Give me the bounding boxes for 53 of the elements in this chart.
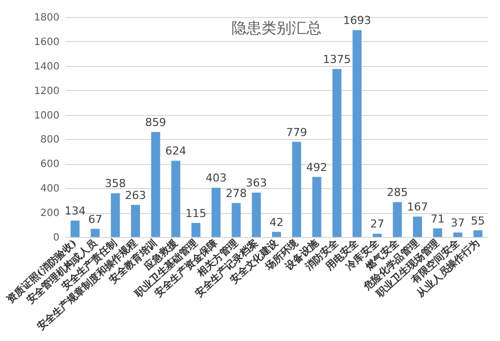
data-label: 55 xyxy=(470,214,485,228)
bar xyxy=(191,222,200,237)
y-tick-label: 0 xyxy=(53,232,60,244)
bar xyxy=(473,230,482,237)
bar xyxy=(453,232,462,237)
bar xyxy=(352,30,362,237)
y-tick-label: 1800 xyxy=(34,12,60,24)
bar xyxy=(292,142,302,237)
data-label: 624 xyxy=(165,144,186,158)
data-label: 403 xyxy=(206,172,227,185)
bar xyxy=(312,176,322,237)
bar xyxy=(332,68,342,237)
data-label: 859 xyxy=(145,116,166,130)
bar xyxy=(413,216,422,237)
data-label: 71 xyxy=(430,212,445,226)
bar xyxy=(70,220,80,237)
data-label: 167 xyxy=(407,200,428,214)
y-tick-label: 1000 xyxy=(34,110,60,122)
data-label: 285 xyxy=(386,186,408,200)
y-tick-label: 800 xyxy=(40,134,60,146)
bar xyxy=(433,228,442,237)
bar xyxy=(171,160,180,237)
data-label: 779 xyxy=(286,126,308,139)
y-tick-label: 1400 xyxy=(34,61,60,72)
bar xyxy=(212,188,221,237)
bar xyxy=(110,193,120,237)
data-label: 263 xyxy=(125,188,146,202)
y-tick-label: 600 xyxy=(40,159,60,170)
y-tick-label: 200 xyxy=(40,208,60,220)
y-tick-label: 400 xyxy=(40,184,60,195)
bar xyxy=(232,203,241,237)
data-label: 115 xyxy=(185,206,206,220)
data-label: 278 xyxy=(226,187,247,200)
data-label: 492 xyxy=(306,160,328,174)
data-label: 67 xyxy=(88,212,102,226)
bar xyxy=(392,202,402,237)
bar xyxy=(372,234,382,237)
data-label: 358 xyxy=(104,177,126,190)
y-tick-label: 1600 xyxy=(34,36,60,48)
data-label: 1693 xyxy=(343,14,372,28)
bar xyxy=(90,228,100,237)
data-label: 363 xyxy=(246,176,267,190)
data-label: 134 xyxy=(64,204,86,218)
data-label: 37 xyxy=(450,216,465,230)
bar xyxy=(131,204,140,237)
bar xyxy=(151,132,160,237)
data-label: 27 xyxy=(370,218,384,231)
y-tick-label: 1200 xyxy=(34,86,60,97)
data-label: 1375 xyxy=(322,52,351,66)
data-label: 42 xyxy=(270,216,284,229)
bar xyxy=(272,232,281,237)
bar xyxy=(252,192,261,237)
chart-title: 隐患类别汇总 xyxy=(232,19,322,37)
